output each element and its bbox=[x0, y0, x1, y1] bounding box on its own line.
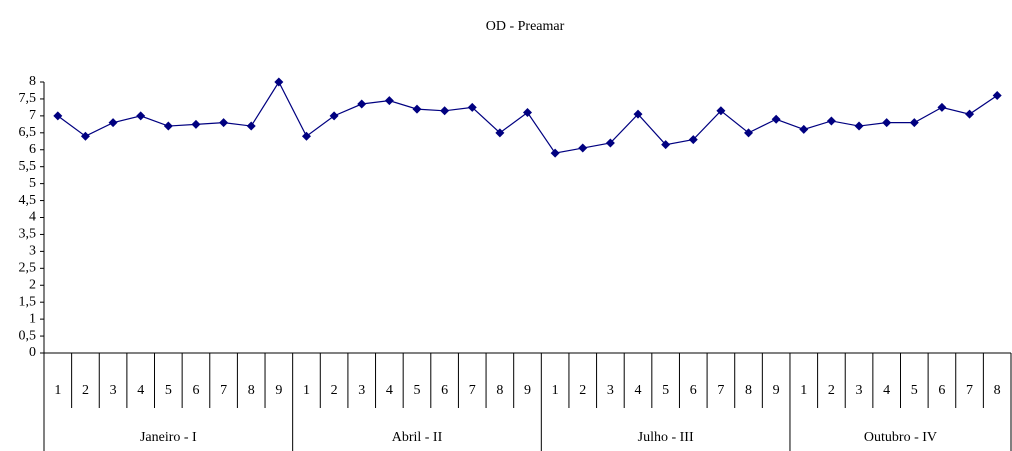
y-tick-label: 6 bbox=[29, 142, 36, 157]
x-tick-label: 3 bbox=[856, 383, 863, 398]
chart-title: OD - Preamar bbox=[486, 19, 565, 34]
point-marker bbox=[688, 135, 698, 145]
x-tick-label: 4 bbox=[635, 383, 642, 398]
y-tick-label: 7,5 bbox=[19, 91, 37, 106]
y-tick-label: 5,5 bbox=[19, 159, 37, 174]
point-marker bbox=[301, 131, 311, 141]
y-tick-label: 3,5 bbox=[19, 227, 37, 242]
x-tick-label: 7 bbox=[717, 383, 724, 398]
point-marker bbox=[136, 111, 146, 121]
x-tick-label: 8 bbox=[248, 383, 255, 398]
point-marker bbox=[633, 109, 643, 119]
x-tick-label: 9 bbox=[524, 383, 531, 398]
y-tick-label: 1 bbox=[29, 311, 36, 326]
x-tick-label: 8 bbox=[496, 383, 503, 398]
x-tick-label: 1 bbox=[552, 383, 559, 398]
point-marker bbox=[412, 104, 422, 114]
x-tick-label: 1 bbox=[800, 383, 807, 398]
y-tick-label: 2 bbox=[29, 277, 36, 292]
x-tick-label: 7 bbox=[966, 383, 973, 398]
x-tick-label: 3 bbox=[110, 383, 117, 398]
point-marker bbox=[550, 148, 560, 158]
x-tick-label: 6 bbox=[690, 383, 697, 398]
group-label: Julho - III bbox=[638, 430, 694, 445]
point-marker bbox=[578, 143, 588, 153]
point-marker bbox=[716, 106, 726, 116]
point-marker bbox=[523, 107, 532, 117]
x-tick-label: 9 bbox=[275, 383, 282, 398]
x-tick-label: 2 bbox=[82, 383, 89, 398]
group-label: Abril - II bbox=[392, 430, 443, 445]
y-tick-label: 8 bbox=[29, 74, 36, 89]
x-tick-label: 6 bbox=[441, 383, 448, 398]
x-tick-label: 6 bbox=[192, 383, 199, 398]
x-tick-label: 4 bbox=[386, 383, 393, 398]
x-tick-label: 1 bbox=[303, 383, 310, 398]
point-marker bbox=[495, 128, 505, 138]
point-marker bbox=[937, 102, 947, 112]
y-tick-label: 0,5 bbox=[19, 328, 37, 343]
x-tick-label: 8 bbox=[745, 383, 752, 398]
x-tick-label: 1 bbox=[54, 383, 61, 398]
x-tick-label: 3 bbox=[358, 383, 365, 398]
x-tick-label: 4 bbox=[883, 383, 890, 398]
point-marker bbox=[80, 131, 90, 141]
x-tick-label: 7 bbox=[220, 383, 227, 398]
y-tick-label: 6,5 bbox=[19, 125, 37, 140]
point-marker bbox=[992, 91, 1002, 101]
y-tick-label: 5 bbox=[29, 176, 36, 191]
point-marker bbox=[661, 140, 671, 150]
point-marker bbox=[965, 109, 975, 119]
point-marker bbox=[744, 128, 754, 138]
point-marker bbox=[771, 114, 781, 124]
y-tick-label: 4 bbox=[29, 210, 36, 225]
x-tick-label: 2 bbox=[331, 383, 338, 398]
point-marker bbox=[909, 118, 919, 128]
x-tick-label: 3 bbox=[607, 383, 614, 398]
series-line bbox=[57, 80, 998, 154]
x-tick-label: 6 bbox=[938, 383, 945, 398]
y-tick-label: 2,5 bbox=[19, 261, 37, 276]
x-tick-label: 7 bbox=[469, 383, 476, 398]
point-marker bbox=[163, 121, 173, 131]
y-tick-label: 0 bbox=[29, 345, 36, 360]
point-marker bbox=[219, 118, 229, 128]
x-tick-label: 5 bbox=[911, 383, 918, 398]
point-marker bbox=[440, 106, 450, 116]
y-tick-label: 7 bbox=[29, 108, 36, 123]
point-marker bbox=[384, 96, 394, 106]
point-marker bbox=[53, 111, 63, 121]
point-marker bbox=[467, 102, 477, 112]
x-tick-label: 4 bbox=[137, 383, 144, 398]
point-marker bbox=[246, 121, 256, 131]
point-marker bbox=[826, 116, 836, 126]
point-marker bbox=[108, 118, 118, 128]
point-marker bbox=[799, 124, 809, 134]
point-marker bbox=[191, 119, 201, 129]
point-marker bbox=[882, 118, 892, 128]
y-tick-label: 4,5 bbox=[19, 193, 37, 208]
x-tick-label: 5 bbox=[413, 383, 420, 398]
point-marker bbox=[274, 77, 284, 87]
x-tick-label: 5 bbox=[662, 383, 669, 398]
x-tick-label: 2 bbox=[579, 383, 586, 398]
point-marker bbox=[854, 121, 864, 131]
group-label: Outubro - IV bbox=[864, 430, 937, 445]
group-label: Janeiro - I bbox=[140, 430, 197, 445]
x-tick-label: 9 bbox=[773, 383, 780, 398]
point-marker bbox=[357, 99, 367, 109]
point-marker bbox=[605, 138, 615, 148]
x-tick-label: 5 bbox=[165, 383, 172, 398]
point-marker bbox=[329, 111, 339, 121]
y-tick-label: 3 bbox=[29, 244, 36, 259]
x-tick-label: 2 bbox=[828, 383, 835, 398]
y-tick-label: 1,5 bbox=[19, 294, 37, 309]
x-tick-label: 8 bbox=[994, 383, 1001, 398]
